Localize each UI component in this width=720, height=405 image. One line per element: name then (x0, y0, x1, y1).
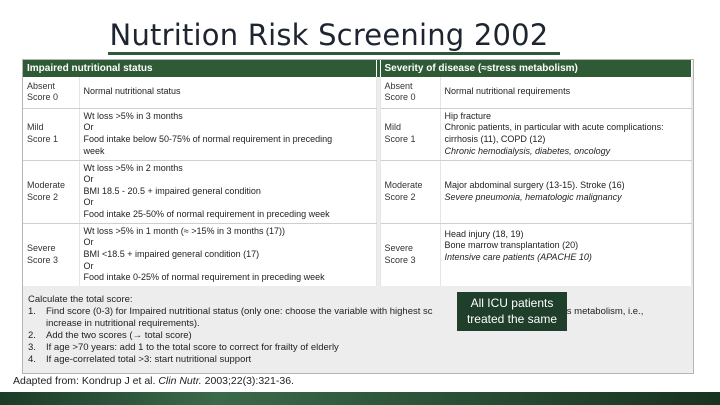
header-impaired-nutritional-status: Impaired nutritional status (23, 60, 377, 77)
score-level: Moderate (384, 179, 423, 190)
step-continuation: increase in nutritional requirements). (46, 317, 200, 329)
desc-line: Or (83, 174, 94, 185)
right-score-cell: Moderate Score 2 (380, 160, 441, 224)
step-text: If age-correlated total >3: start nutrit… (46, 353, 252, 365)
reference-journal: Clin Nutr. (158, 375, 202, 387)
desc-line: Chronic hemodialysis, diabetes, oncology (444, 145, 611, 156)
table-row: Moderate Score 2 Wt loss >5% in 2 months… (23, 160, 692, 224)
title-underline (108, 52, 560, 55)
step-text: Find score (0-3) for Impaired nutritiona… (46, 306, 688, 318)
score-value: Score 0 (27, 92, 59, 103)
calculation-step: 1. Find score (0-3) for Impaired nutriti… (28, 306, 688, 318)
calculation-heading: Calculate the total score: (28, 294, 133, 305)
left-score-cell: Severe Score 3 (23, 223, 80, 286)
nrs-table: Impaired nutritional status Severity of … (23, 60, 692, 286)
table-row: Severe Score 3 Wt loss >5% in 1 month (≈… (23, 223, 692, 286)
desc-line: Intensive care patients (APACHE 10) (444, 251, 592, 262)
desc-line: Normal nutritional requirements (444, 86, 571, 97)
desc-line: Bone marrow transplantation (20) (444, 240, 579, 251)
right-score-cell: Mild Score 1 (380, 108, 441, 161)
table-header-row: Impaired nutritional status Severity of … (23, 60, 692, 77)
step-text-main: Find score (0-3) for Impaired nutritiona… (46, 305, 433, 317)
step-text-tail: (≈stress metabolism, i.e., (537, 305, 644, 317)
desc-line: Or (83, 122, 94, 133)
score-calculation-instructions: Calculate the total score: 1. Find score… (28, 294, 688, 365)
left-desc-cell: Wt loss >5% in 2 months Or BMI 18.5 - 20… (79, 160, 377, 224)
desc-line: Chronic patients, in particular with acu… (444, 122, 664, 133)
desc-line: Food intake 25-50% of normal requirement… (83, 208, 330, 219)
left-score-cell: Moderate Score 2 (23, 160, 80, 224)
step-text: If age >70 years: add 1 to the total sco… (46, 341, 339, 353)
step-text: Add the two scores (→ total score) (46, 329, 192, 341)
score-value: Score 1 (384, 134, 416, 144)
desc-line: BMI 18.5 - 20.5 + impaired general condi… (83, 185, 261, 196)
step-number: 4. (28, 353, 36, 365)
score-value: Score 0 (384, 92, 416, 103)
desc-line: Wt loss >5% in 1 month (≈ >15% in 3 mont… (83, 225, 286, 236)
score-value: Score 2 (384, 191, 416, 202)
score-level: Mild (27, 122, 44, 133)
desc-line: Or (83, 237, 94, 248)
table-row: Mild Score 1 Wt loss >5% in 3 months Or … (23, 108, 692, 161)
reference-prefix: Adapted from: Kondrup J et al. (13, 375, 159, 387)
desc-line: week (83, 145, 105, 156)
left-desc-cell: Wt loss >5% in 3 months Or Food intake b… (79, 108, 377, 161)
reference-citation: Adapted from: Kondrup J et al. Clin Nutr… (13, 375, 294, 387)
score-level: Mild (384, 122, 402, 133)
score-level: Severe (384, 243, 414, 254)
desc-line: Head injury (18, 19) (444, 228, 524, 239)
left-desc-cell: Wt loss >5% in 1 month (≈ >15% in 3 mont… (79, 223, 377, 286)
step-number: 1. (28, 305, 36, 317)
desc-line: Hip fracture (444, 110, 492, 121)
desc-line: Or (83, 260, 94, 271)
left-desc-cell: Normal nutritional status (79, 77, 377, 109)
right-desc-cell: Normal nutritional requirements (440, 77, 692, 109)
desc-line: BMI <18.5 + impaired general condition (… (83, 248, 260, 259)
desc-line: Wt loss >5% in 2 months (83, 162, 183, 173)
desc-line: Food intake below 50-75% of normal requi… (83, 134, 333, 144)
right-desc-cell: Head injury (18, 19) Bone marrow transpl… (440, 223, 692, 286)
reference-suffix: 2003;22(3):321-36. (201, 375, 294, 387)
desc-line: Severe pneumonia, hematologic malignancy (444, 191, 622, 202)
step-number: 2. (28, 329, 36, 341)
slide-title: Nutrition Risk Screening 2002 (109, 18, 549, 52)
right-score-cell: Severe Score 3 (380, 223, 441, 286)
score-level: Absent (384, 80, 413, 91)
icu-callout-box: All ICU patients treated the same (457, 292, 567, 331)
right-score-cell: Absent Score 0 (380, 77, 441, 109)
left-score-cell: Absent Score 0 (23, 77, 80, 109)
score-level: Moderate (27, 179, 66, 190)
calculation-step: 4. If age-correlated total >3: start nut… (28, 354, 688, 366)
footer-decorative-band (0, 392, 720, 405)
calculation-step: 3. If age >70 years: add 1 to the total … (28, 342, 688, 354)
desc-line: Or (83, 197, 94, 208)
callout-line: treated the same (466, 312, 558, 326)
step-number: 3. (28, 341, 36, 353)
desc-line: Wt loss >5% in 3 months (83, 110, 183, 121)
desc-line: cirrhosis (11), COPD (12) (444, 134, 546, 144)
score-value: Score 3 (27, 254, 59, 265)
desc-line: Food intake 0-25% of normal requirement … (83, 272, 325, 283)
callout-line: All ICU patients (470, 296, 554, 310)
calculation-step: 2. Add the two scores (→ total score) (28, 330, 688, 342)
desc-line: Major abdominal surgery (13-15). Stroke … (444, 179, 625, 190)
score-level: Absent (27, 80, 56, 91)
header-severity-of-disease: Severity of disease (≈stress metabolism) (380, 60, 692, 77)
right-desc-cell: Major abdominal surgery (13-15). Stroke … (440, 160, 692, 224)
desc-line: Normal nutritional status (83, 86, 181, 97)
score-level: Severe (27, 243, 56, 254)
score-value: Score 1 (27, 134, 59, 144)
left-score-cell: Mild Score 1 (23, 108, 80, 161)
right-desc-cell: Hip fracture Chronic patients, in partic… (440, 108, 692, 161)
table-row: Absent Score 0 Normal nutritional status… (23, 77, 692, 109)
score-value: Score 3 (384, 254, 416, 265)
score-value: Score 2 (27, 191, 59, 202)
